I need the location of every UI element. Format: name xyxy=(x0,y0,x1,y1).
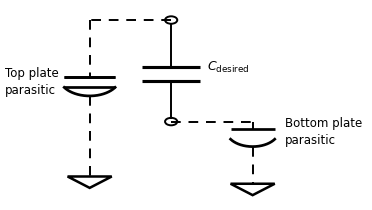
Text: $C_{\rm desired}$: $C_{\rm desired}$ xyxy=(207,60,249,75)
Text: Bottom plate
parasitic: Bottom plate parasitic xyxy=(285,117,362,147)
Text: Top plate
parasitic: Top plate parasitic xyxy=(5,67,58,97)
